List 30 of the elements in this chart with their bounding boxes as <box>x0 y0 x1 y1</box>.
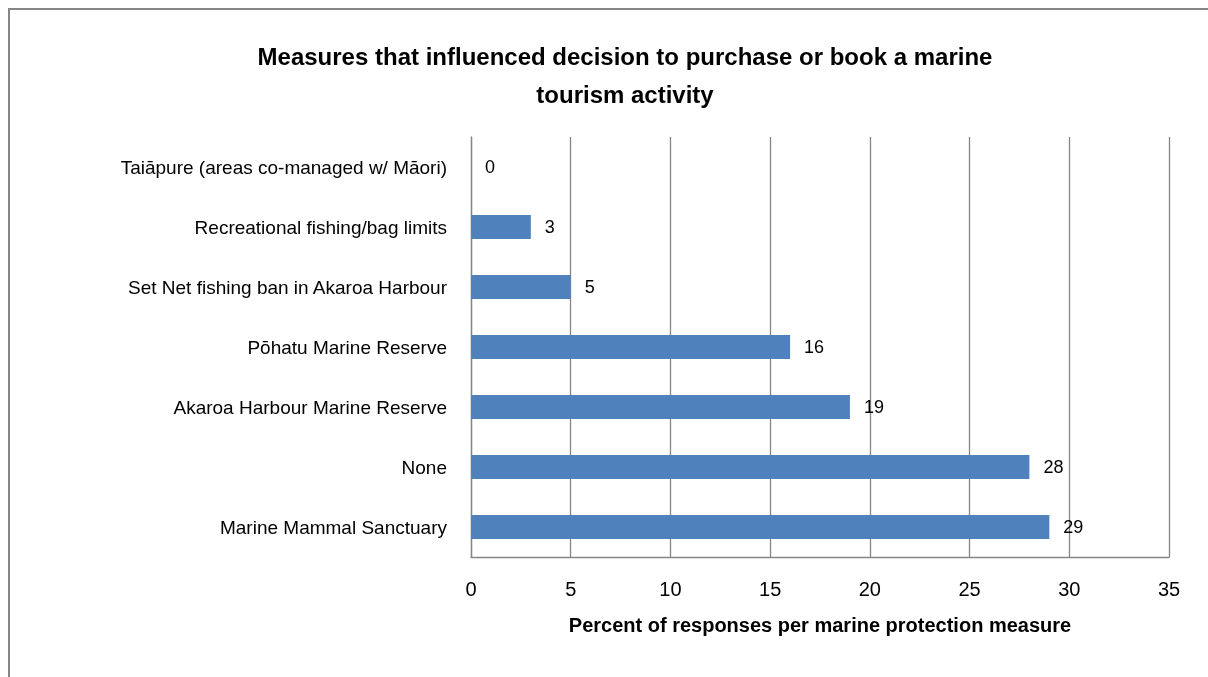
data-label: 28 <box>1043 457 1064 477</box>
data-label: 0 <box>485 157 496 177</box>
y-tick-label: Akaroa Harbour Marine Reserve <box>173 396 447 418</box>
data-label: 19 <box>863 397 884 417</box>
x-tick-label: 25 <box>958 578 981 600</box>
bar <box>471 275 571 299</box>
x-tick-label: 0 <box>465 578 477 600</box>
bar <box>471 515 1050 539</box>
x-tick-label: 35 <box>1157 578 1181 600</box>
x-tick-label: 20 <box>858 578 881 600</box>
data-label: 16 <box>804 337 825 357</box>
y-tick-label: Marine Mammal Sanctuary <box>219 516 448 538</box>
y-tick-label: Pōhatu Marine Reserve <box>247 336 447 358</box>
bar <box>471 395 850 419</box>
y-tick-label: Set Net fishing ban in Akaroa Harbour <box>128 276 448 298</box>
data-label: 5 <box>584 277 595 297</box>
data-label: 29 <box>1063 517 1084 537</box>
x-tick-label: 5 <box>565 578 577 600</box>
bar <box>471 335 791 359</box>
x-axis-title: Percent of responses per marine protection measure <box>568 614 1072 636</box>
bar <box>471 215 531 239</box>
y-tick-label: Taiāpure (areas co-managed w/ Māori) <box>120 156 447 178</box>
chart-title: Measures that influenced decision to purchase or book a marine tourism activity <box>257 42 993 108</box>
x-tick-label: 15 <box>759 578 782 600</box>
x-tick-label: 30 <box>1058 578 1081 600</box>
data-label: 3 <box>544 217 555 237</box>
y-tick-label: Recreational fishing/bag limits <box>194 216 447 238</box>
bar <box>471 455 1030 479</box>
x-tick-label: 10 <box>659 578 682 600</box>
y-tick-label: None <box>401 456 447 478</box>
